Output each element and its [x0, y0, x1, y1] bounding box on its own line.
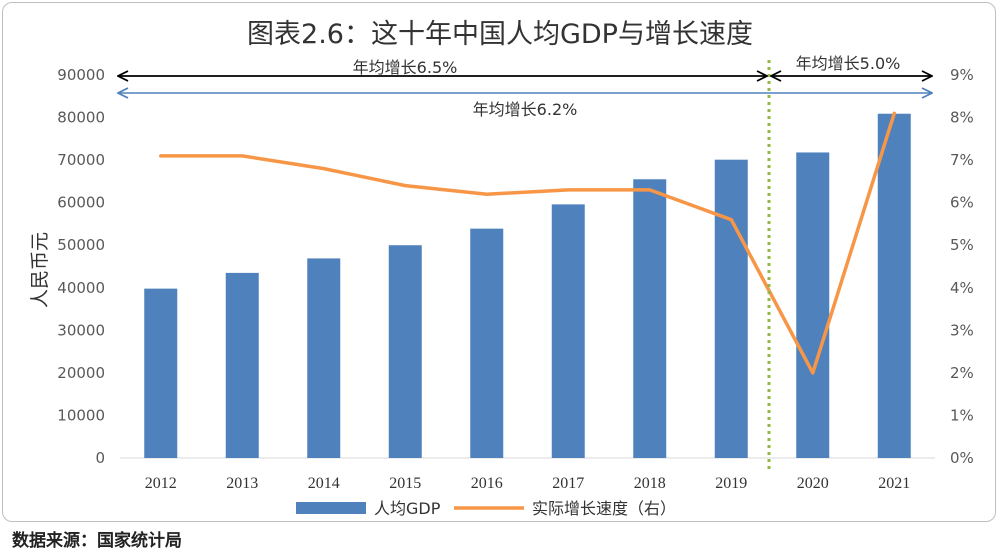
y-tick-label: 30000 — [57, 321, 105, 339]
y-tick-label: 50000 — [57, 236, 105, 254]
source-note: 数据来源：国家统计局 — [12, 531, 182, 551]
gdp-bar-2013 — [225, 272, 259, 458]
x-tick-label: 2016 — [471, 475, 503, 492]
annotation-label-2020-2021: 年均增长5.0% — [796, 54, 901, 73]
gdp-bars — [144, 113, 911, 459]
x-tick-label: 2012 — [145, 475, 177, 492]
gdp-bar-2019 — [714, 159, 748, 459]
y-tick-label: 20000 — [57, 364, 105, 382]
annotation-label-2012-2019: 年均增长6.5% — [353, 58, 458, 77]
x-tick-label: 2014 — [308, 475, 340, 492]
x-tick-label: 2018 — [634, 475, 666, 492]
x-tick-label: 2019 — [715, 475, 747, 492]
gdp-bar-2020 — [796, 152, 830, 458]
x-axis-ticks: 2012 2013 2014 2015 2016 2017 2018 2019 2020 2021 — [145, 475, 911, 492]
left-axis-ticks: 0 10000 20000 30000 40000 50000 60000 70000 8000… — [57, 66, 105, 467]
gdp-bar-2014 — [307, 258, 341, 458]
legend-bar-label: 人均GDP — [374, 499, 441, 518]
y2-tick-label: 8% — [950, 109, 974, 127]
chart-frame — [2, 2, 996, 522]
gdp-bar-2016 — [470, 228, 504, 458]
chart-title: 图表2.6：这十年中国人均GDP与增长速度 — [247, 19, 753, 50]
gdp-bar-2018 — [633, 179, 667, 458]
y2-tick-label: 3% — [950, 321, 974, 339]
gdp-bar-2012 — [144, 288, 178, 458]
growth-rate-line — [159, 111, 897, 375]
x-tick-label: 2013 — [226, 475, 258, 492]
y-axis-label: 人民币元 — [29, 232, 51, 308]
x-tick-label: 2021 — [878, 475, 910, 492]
y-tick-label: 10000 — [57, 406, 105, 424]
gdp-bar-2021 — [877, 113, 911, 458]
y-tick-label: 0 — [95, 449, 105, 467]
x-tick-label: 2020 — [797, 475, 829, 492]
gdp-bar-2017 — [551, 204, 585, 458]
y2-tick-label: 6% — [950, 194, 974, 212]
y2-tick-label: 9% — [950, 66, 974, 84]
y2-tick-label: 2% — [950, 364, 974, 382]
y-tick-label: 80000 — [57, 109, 105, 127]
right-axis-ticks: 0% 1% 2% 3% 4% 5% 6% 7% 8% 9% — [950, 66, 974, 467]
y-tick-label: 60000 — [57, 194, 105, 212]
legend: 人均GDP 实际增长速度（右） — [296, 499, 676, 518]
gdp-bar-2015 — [388, 245, 422, 458]
y-tick-label: 90000 — [57, 66, 105, 84]
y-tick-label: 70000 — [57, 151, 105, 169]
legend-bar-swatch — [296, 502, 366, 514]
legend-line-label: 实际增长速度（右） — [532, 499, 676, 518]
y2-tick-label: 1% — [950, 406, 974, 424]
x-tick-label: 2017 — [552, 475, 584, 492]
y2-tick-label: 4% — [950, 279, 974, 297]
annotation-label-2012-2021: 年均增长6.2% — [473, 100, 578, 119]
chart: 图表2.6：这十年中国人均GDP与增长速度 人民币元 0 10000 20000 30… — [29, 19, 974, 518]
y2-tick-label: 5% — [950, 236, 974, 254]
y-tick-label: 40000 — [57, 279, 105, 297]
y2-tick-label: 7% — [950, 151, 974, 169]
y2-tick-label: 0% — [950, 449, 974, 467]
x-tick-label: 2015 — [389, 475, 421, 492]
